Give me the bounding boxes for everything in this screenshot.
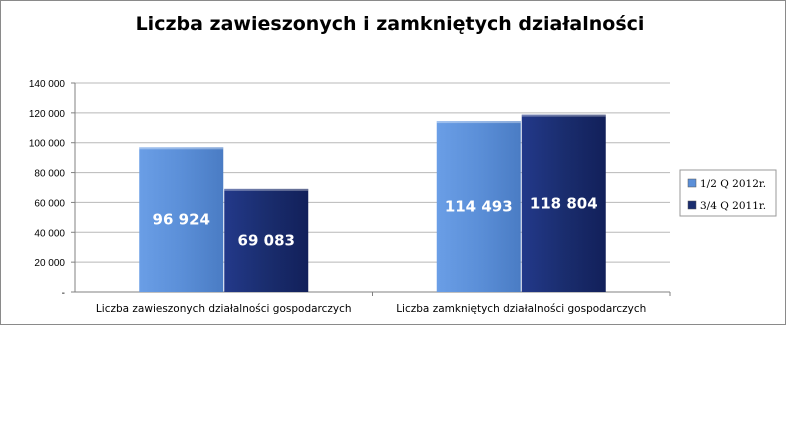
- y-tick-label: 20 000: [34, 258, 65, 269]
- bar-highlight: [139, 147, 224, 150]
- axis-layer: - 20 000 40 000 60 000 80 000 100 000 120 000 1…: [29, 79, 671, 315]
- y-tick-label: -: [62, 288, 65, 299]
- bar-chart: Liczba zawieszonych i zamkniętych działa…: [29, 13, 777, 315]
- x-category-label: Liczba zawieszonych działalności gospoda…: [96, 303, 352, 315]
- data-label: 69 083: [238, 231, 295, 249]
- bar-highlight: [436, 121, 521, 124]
- y-tick-label: 140 000: [29, 79, 66, 90]
- y-tick-label: 120 000: [29, 109, 66, 120]
- legend-label: 3/4 Q 2011r.: [700, 200, 766, 212]
- chart-frame: [0, 0, 786, 325]
- chart-title: Liczba zawieszonych i zamkniętych działa…: [136, 13, 645, 35]
- y-tick-label: 80 000: [34, 169, 65, 180]
- legend-swatch: [687, 178, 697, 188]
- y-tick-label: 100 000: [29, 139, 66, 150]
- y-tick-label: 60 000: [34, 198, 65, 209]
- bar: [521, 114, 606, 292]
- legend-swatch: [687, 200, 697, 210]
- bar-highlight: [521, 114, 606, 117]
- x-category-label: Liczba zamkniętych działalności gospodar…: [396, 303, 646, 315]
- bar: [139, 147, 224, 292]
- legend-label: 1/2 Q 2012r.: [700, 178, 766, 190]
- data-label: 96 924: [153, 211, 210, 229]
- y-tick-label: 40 000: [34, 228, 65, 239]
- bar: [436, 121, 521, 292]
- bar-layer: [139, 114, 606, 292]
- label-layer: 96 924 69 083 114 493 118 804: [153, 194, 598, 249]
- data-label: 114 493: [445, 198, 513, 216]
- bar-highlight: [224, 188, 309, 191]
- legend: 1/2 Q 2012r. 3/4 Q 2011r.: [679, 169, 777, 217]
- bar: [224, 188, 309, 292]
- data-label: 118 804: [530, 194, 598, 212]
